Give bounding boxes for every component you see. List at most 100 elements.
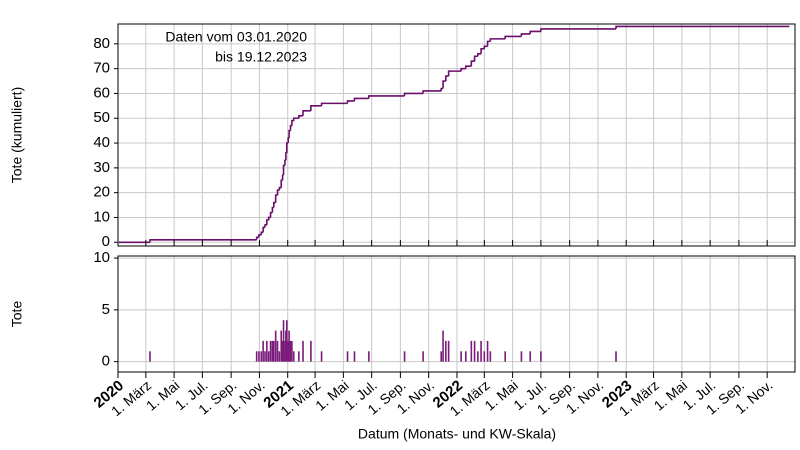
bar — [264, 351, 266, 362]
step-line — [422, 90, 442, 94]
bar — [310, 340, 312, 362]
y-tick-label: 0 — [102, 233, 110, 250]
bar — [285, 320, 288, 362]
step-line — [470, 60, 475, 67]
step-line — [460, 67, 466, 72]
step-line — [287, 137, 290, 144]
bar — [320, 351, 323, 362]
step-line — [368, 95, 405, 99]
x-tick-label: 1. Mai — [143, 377, 182, 414]
bar — [288, 330, 290, 362]
bar — [477, 351, 479, 362]
step-line — [540, 28, 617, 32]
bar — [269, 340, 272, 362]
y-tick-label: 60 — [93, 84, 110, 101]
y-tick-label: 0 — [102, 353, 110, 370]
bar — [483, 351, 486, 362]
step-line — [284, 159, 286, 166]
bar — [480, 340, 482, 362]
step-line — [291, 119, 294, 126]
annotation: bis 19.12.2023 — [215, 49, 307, 65]
bar — [473, 340, 476, 362]
bar — [262, 340, 264, 362]
step-line — [289, 124, 292, 131]
step-line — [486, 40, 491, 47]
bar — [440, 351, 442, 362]
x-tick-label: 1. Mai — [312, 377, 351, 414]
bar — [258, 351, 260, 362]
bar — [273, 340, 275, 362]
step-line — [520, 33, 531, 37]
x-tick-label: 1. Mai — [651, 377, 690, 414]
bar — [422, 351, 424, 362]
step-line — [273, 201, 276, 208]
step-line — [260, 231, 264, 235]
bar — [276, 340, 279, 362]
bar — [274, 330, 277, 362]
step-line — [489, 38, 506, 42]
y-tick-label: 30 — [93, 159, 110, 176]
y-axis-label: Tote (kumuliert) — [9, 87, 25, 183]
step-line — [403, 92, 424, 96]
step-line — [292, 117, 299, 121]
step-line — [281, 174, 284, 181]
step-line — [447, 70, 462, 77]
bar — [298, 351, 300, 362]
step-line — [267, 216, 271, 220]
step-line — [288, 129, 291, 139]
step-line — [302, 110, 311, 116]
step-line — [271, 206, 274, 213]
bar — [278, 351, 281, 362]
step-line — [464, 65, 472, 69]
step-line — [346, 100, 355, 104]
step-line — [276, 189, 280, 196]
bar — [442, 330, 444, 362]
bar — [281, 340, 284, 362]
step-line — [473, 55, 478, 62]
y-tick-label: 50 — [93, 109, 110, 126]
y-tick-label: 5 — [102, 301, 110, 318]
bar — [280, 330, 283, 362]
bar — [271, 340, 274, 362]
y-axis-label: Tote — [9, 301, 25, 328]
step-line — [285, 152, 287, 161]
step-line — [255, 236, 259, 240]
bar — [284, 340, 286, 362]
step-line — [282, 164, 285, 176]
bar — [615, 351, 617, 362]
x-tick-label: 1. Mai — [481, 377, 520, 414]
y-tick-label: 70 — [93, 60, 110, 77]
step-line — [258, 234, 262, 238]
step-line — [442, 80, 446, 89]
step-line — [266, 219, 269, 225]
bar — [368, 351, 370, 362]
step-line — [262, 226, 265, 233]
y-tick-label: 20 — [93, 184, 110, 201]
annotation: Daten vom 03.01.2020 — [165, 29, 307, 45]
bar — [504, 351, 506, 362]
step-line — [280, 179, 283, 188]
step-line — [483, 45, 488, 49]
step-line — [320, 102, 348, 106]
bar — [289, 340, 292, 362]
step-line — [269, 211, 273, 218]
bar — [529, 351, 532, 362]
step-line — [274, 194, 278, 203]
bar — [460, 351, 462, 362]
step-line — [615, 25, 790, 29]
bar — [520, 351, 523, 362]
bar — [287, 340, 289, 362]
y-tick-label: 40 — [93, 134, 110, 151]
y-tick-label: 80 — [93, 35, 110, 52]
step-line — [264, 224, 267, 228]
bar — [291, 340, 293, 362]
bar — [486, 340, 489, 362]
step-line — [353, 97, 369, 101]
bar — [260, 351, 263, 362]
bar — [285, 330, 287, 362]
y-tick-label: 10 — [93, 249, 110, 266]
bar — [447, 340, 450, 362]
step-line — [298, 114, 304, 119]
bar — [489, 351, 492, 362]
